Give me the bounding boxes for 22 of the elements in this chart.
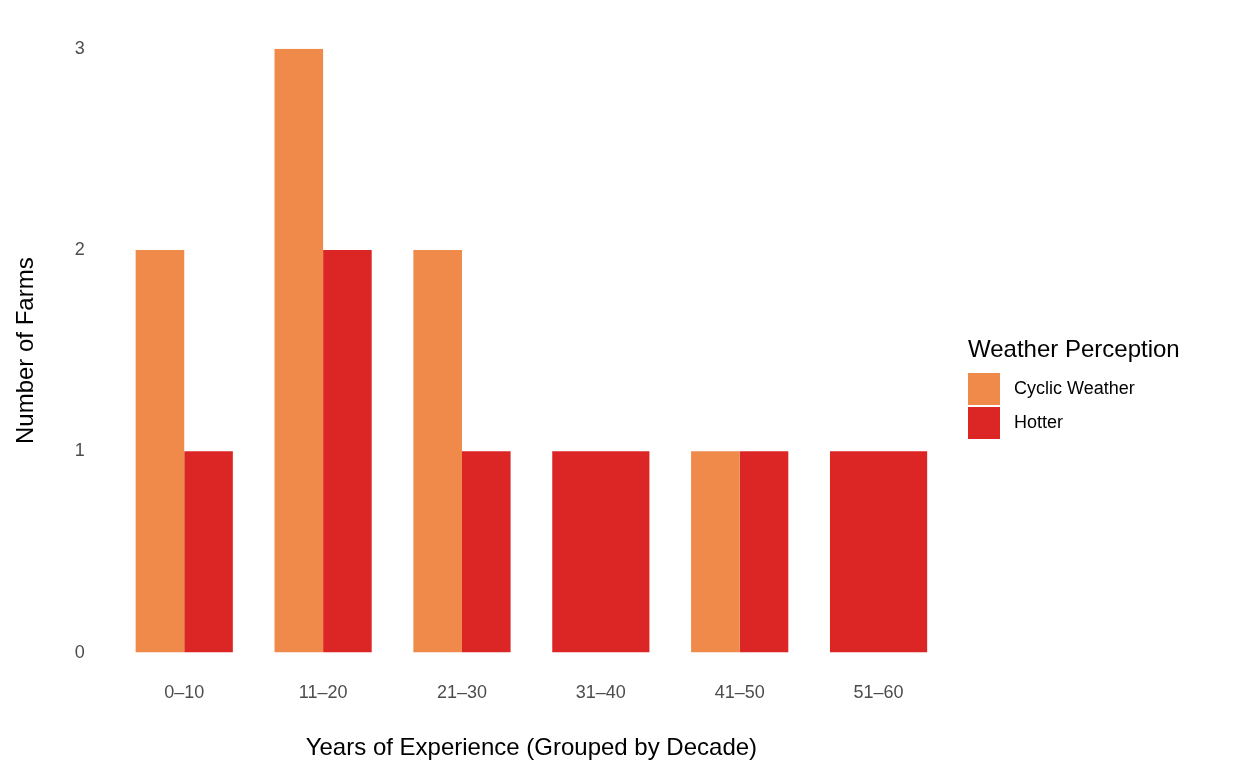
bar (413, 250, 462, 653)
y-axis-title: Number of Farms (11, 257, 39, 445)
x-tick-label: 21–30 (436, 682, 487, 703)
bar (691, 451, 740, 653)
y-tick-label: 1 (74, 440, 85, 461)
x-tick-label: 41–50 (714, 682, 765, 703)
y-tick-label: 3 (74, 37, 85, 58)
y-tick-label: 2 (74, 239, 85, 260)
bar (323, 250, 372, 653)
y-tick-label: 0 (74, 641, 85, 662)
legend-title: Weather Perception (968, 334, 1180, 363)
legend-label: Hotter (1014, 412, 1064, 433)
bar (274, 48, 324, 653)
bar (461, 451, 511, 653)
x-tick-label: 31–40 (575, 682, 626, 703)
x-tick-label: 11–20 (298, 682, 348, 703)
legend-label: Cyclic Weather (1014, 378, 1135, 399)
bar (135, 250, 185, 653)
x-tick-label: 0–10 (164, 682, 205, 703)
bar (184, 451, 233, 653)
x-tick-label: 51–60 (853, 682, 904, 703)
x-axis-title: Years of Experience (Grouped by Decade) (305, 733, 758, 761)
